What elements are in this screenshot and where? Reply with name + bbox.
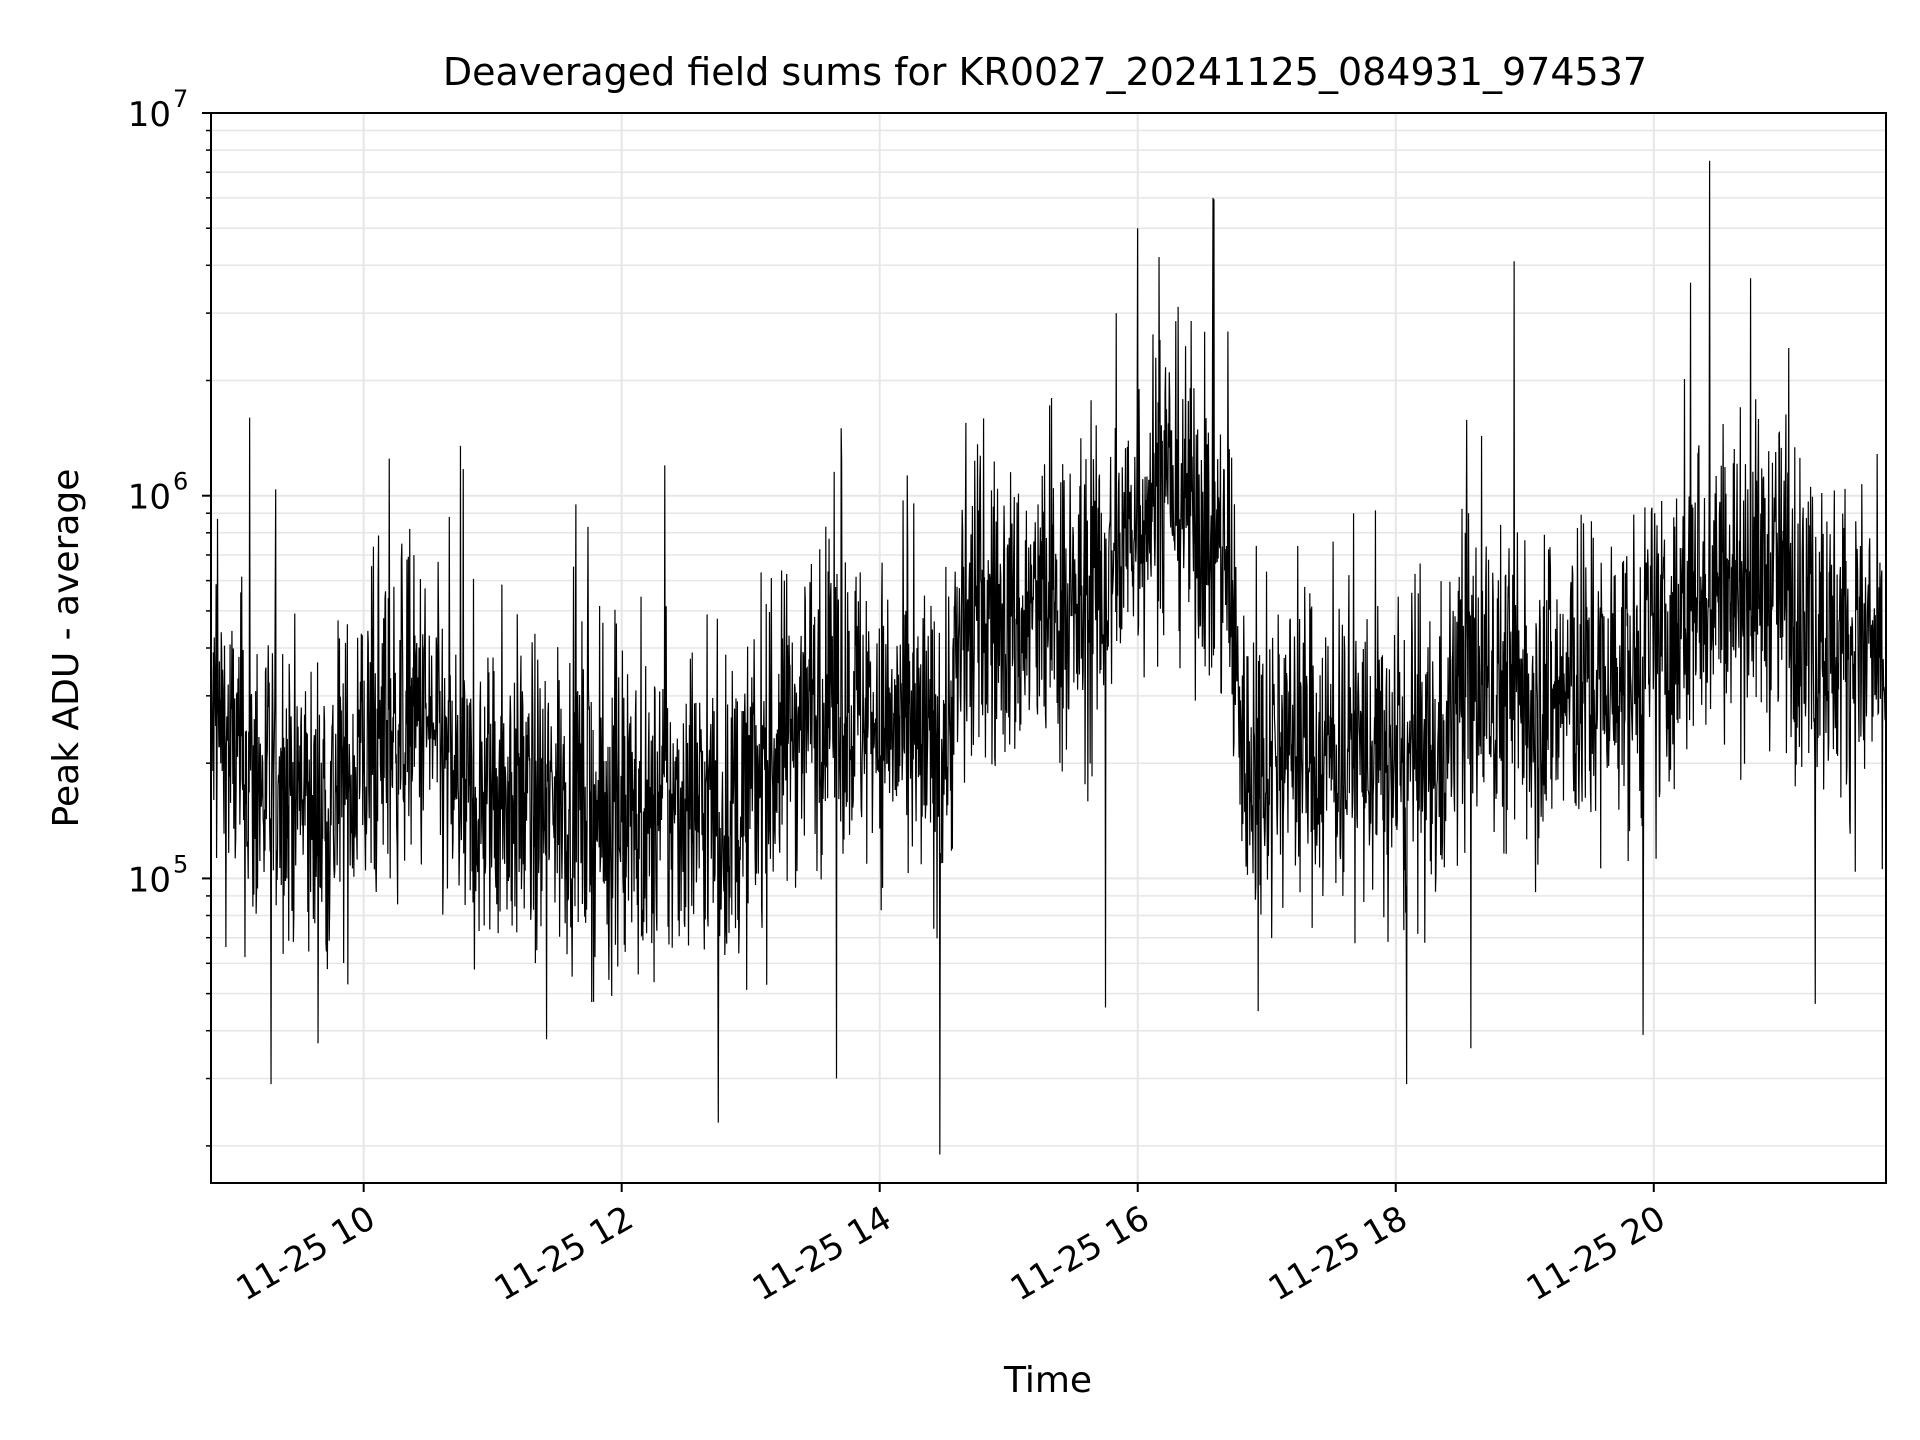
chart-title: Deaveraged field sums for KR0027_2024112…: [443, 50, 1647, 94]
y-tick-label: 10: [128, 860, 171, 900]
plot-area: [211, 160, 1886, 1155]
series-line: [211, 160, 1886, 1155]
y-tick-label-exponent: 5: [173, 850, 188, 878]
y-tick-label-exponent: 7: [173, 85, 188, 113]
y-axis-label: Peak ADU - average: [46, 469, 87, 828]
y-tick-label: 10: [128, 478, 171, 518]
y-tick-label: 10: [128, 95, 171, 135]
y-tick-label-exponent: 6: [173, 468, 188, 496]
x-axis-label: Time: [1003, 1360, 1092, 1401]
